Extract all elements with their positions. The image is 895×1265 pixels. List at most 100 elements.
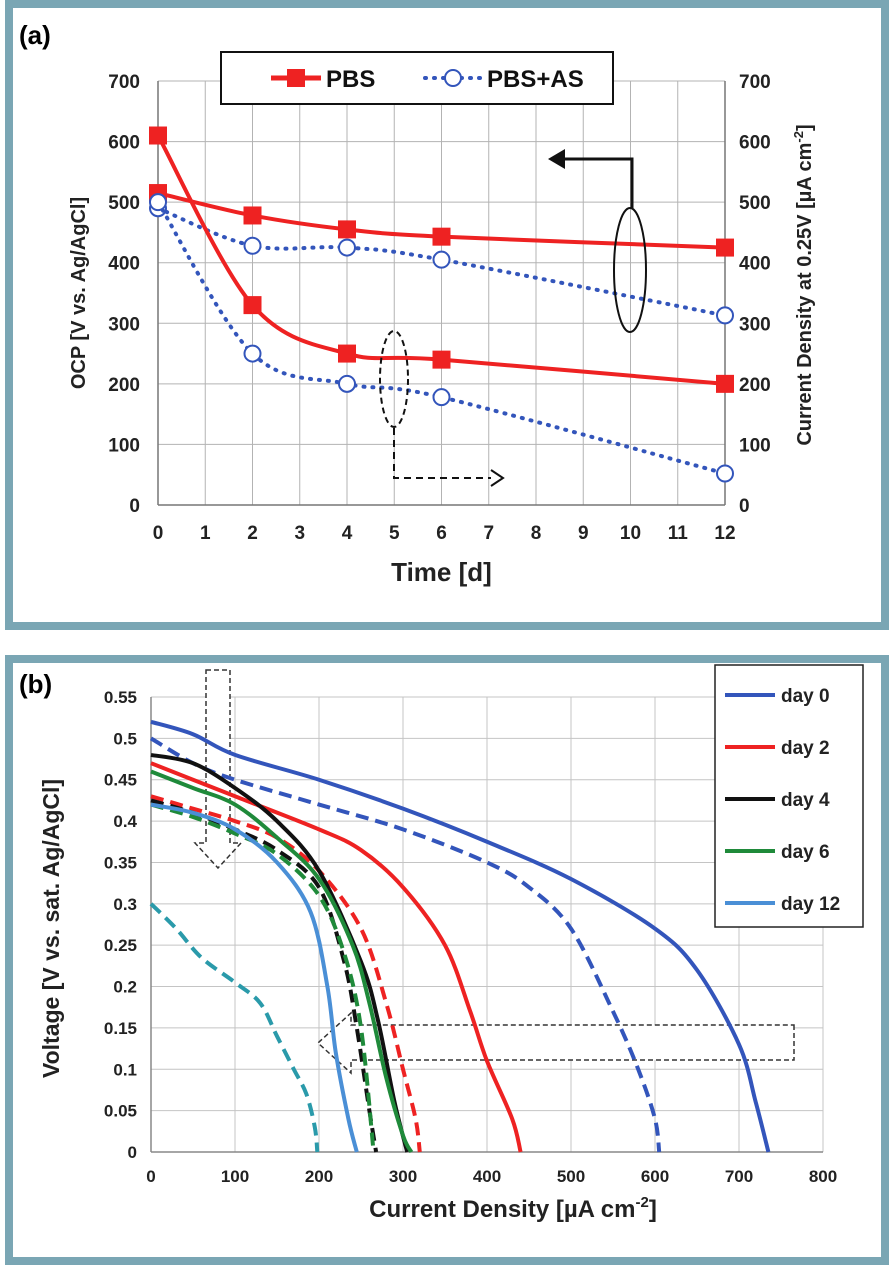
y2-tick-label-right: 200 [739,375,771,396]
x-tick-label: 600 [641,1167,669,1186]
data-point-square [432,350,451,369]
data-point-circle [432,388,451,407]
x-tick-label: 7 [483,523,494,544]
x-axis-title-sup: -2 [635,1194,648,1211]
annotation-oval-dashed [379,330,409,428]
x-axis-title-main: Current Density [µA cm [369,1196,635,1223]
x-tick-label: 10 [620,523,641,544]
x-tick-label: 0 [153,523,164,544]
data-point-circle [338,238,356,257]
legend-label-day-4: day 4 [781,790,830,811]
annotation-arrowhead-left [548,149,565,169]
annotation-arrowhead-right [490,469,505,487]
y-tick-label: 0.35 [104,853,137,872]
data-point-circle [243,344,262,363]
legend-box [714,664,864,928]
y-tick-label-left: 200 [108,375,140,396]
legend-marker-pbs-as [444,69,462,87]
chart-b: (b) 0 0.05 0.1 0.15 0.2 0.25 0.3 0.35 0.4 0.45 0.5… [19,664,864,1223]
y-tick-label-left: 400 [108,254,140,275]
y2-tick-label-right: 500 [739,193,771,214]
series-line-day-12-solid [150,802,359,1153]
x-tick-label: 8 [531,523,542,544]
annotation-arrow-right [393,428,491,479]
y2-tick-label-right: 0 [739,496,750,517]
data-point-square [149,126,167,145]
y-tick-label: 0.2 [113,978,137,997]
series-line-day-4-solid [150,752,410,1153]
x-tick-label: 400 [473,1167,501,1186]
y-tick-label: 0.05 [104,1102,137,1121]
x-tick-label: 800 [809,1167,837,1186]
data-point-circle [432,250,451,269]
x-tick-label: 0 [146,1167,155,1186]
data-point-circle [716,306,734,325]
series-line-day-6-dashed [150,802,376,1153]
series-line-day-6-solid [150,769,414,1154]
panel-a: (a) 0 0 100 100 200 200 300 300 400 400 500 500 600 6… [5,0,889,630]
legend-label-day-12: day 12 [781,894,840,915]
annotation-arrow-left [316,1011,795,1075]
series-line-day-2-solid [150,761,523,1153]
x-tick-label: 12 [714,523,735,544]
y-tick-label: 0.4 [113,812,137,831]
y-tick-label-left: 700 [108,72,140,93]
data-point-square [432,227,451,246]
legend-label-day-2: day 2 [781,738,830,759]
data-point-square [716,374,734,393]
x-tick-label: 5 [389,523,400,544]
x-tick-label: 500 [557,1167,585,1186]
y2-axis-title-end: ] [794,124,816,131]
x-tick-label: 1 [200,523,211,544]
x-tick-label: 6 [436,523,447,544]
data-point-square [338,220,356,239]
legend-label-day-6: day 6 [781,842,830,863]
series-line-day-2-dashed [150,794,422,1153]
data-point-square [243,296,262,315]
y-tick-label: 0.5 [113,729,137,748]
data-point-circle [338,374,356,393]
panel-b: (b) 0 0.05 0.1 0.15 0.2 0.25 0.3 0.35 0.4 0.45 0.5… [5,655,889,1265]
y-tick-label: 0 [128,1143,137,1162]
x-tick-label: 9 [578,523,589,544]
y-tick-label-left: 600 [108,133,140,154]
panel-label-a: (a) [19,20,51,50]
data-point-square [338,344,356,363]
data-point-circle [149,193,167,212]
series-line-day-12-dashed [149,902,320,1153]
x-tick-label: 100 [221,1167,249,1186]
y-tick-label: 0.25 [104,936,137,955]
y2-tick-label-right: 600 [739,133,771,154]
data-point-circle [243,236,262,255]
legend-label-pbs: PBS [326,66,375,93]
y-tick-label-left: 0 [129,496,140,517]
legend-label-day-0: day 0 [781,686,830,707]
y-tick-label-left: 500 [108,193,140,214]
x-tick-label: 2 [247,523,258,544]
data-point-square [716,238,734,257]
y-tick-label: 0.15 [104,1019,137,1038]
x-tick-label: 3 [294,523,305,544]
x-axis-title-end: ] [649,1196,657,1223]
panel-label-b: (b) [19,669,52,699]
y-axis-title: OCP [V vs. Ag/AgCl] [68,197,90,389]
x-tick-label: 200 [305,1167,333,1186]
y-tick-label: 0.55 [104,688,137,707]
y-tick-label-left: 100 [108,435,140,456]
annotation-oval-solid [613,207,647,333]
annotation-arrow-left [561,157,634,208]
data-point-square [243,206,262,225]
y2-axis-title: Current Density at 0.25V [µA cm-2] [791,124,816,445]
y-axis-title: Voltage [V vs. sat. Ag/AgCl] [38,779,64,1078]
y2-axis-title-main: Current Density at 0.25V [µA cm [794,143,816,446]
y-tick-label: 0.1 [113,1060,137,1079]
x-axis-title: Time [d] [391,557,492,587]
legend-label-pbs-as: PBS+AS [487,66,584,93]
y-tick-label: 0.3 [113,895,137,914]
x-tick-label: 11 [668,523,689,544]
legend-marker-pbs [287,69,305,87]
y2-tick-label-right: 300 [739,314,771,335]
x-axis-title: Current Density [µA cm-2] [369,1194,657,1223]
y2-tick-label-right: 100 [739,435,771,456]
